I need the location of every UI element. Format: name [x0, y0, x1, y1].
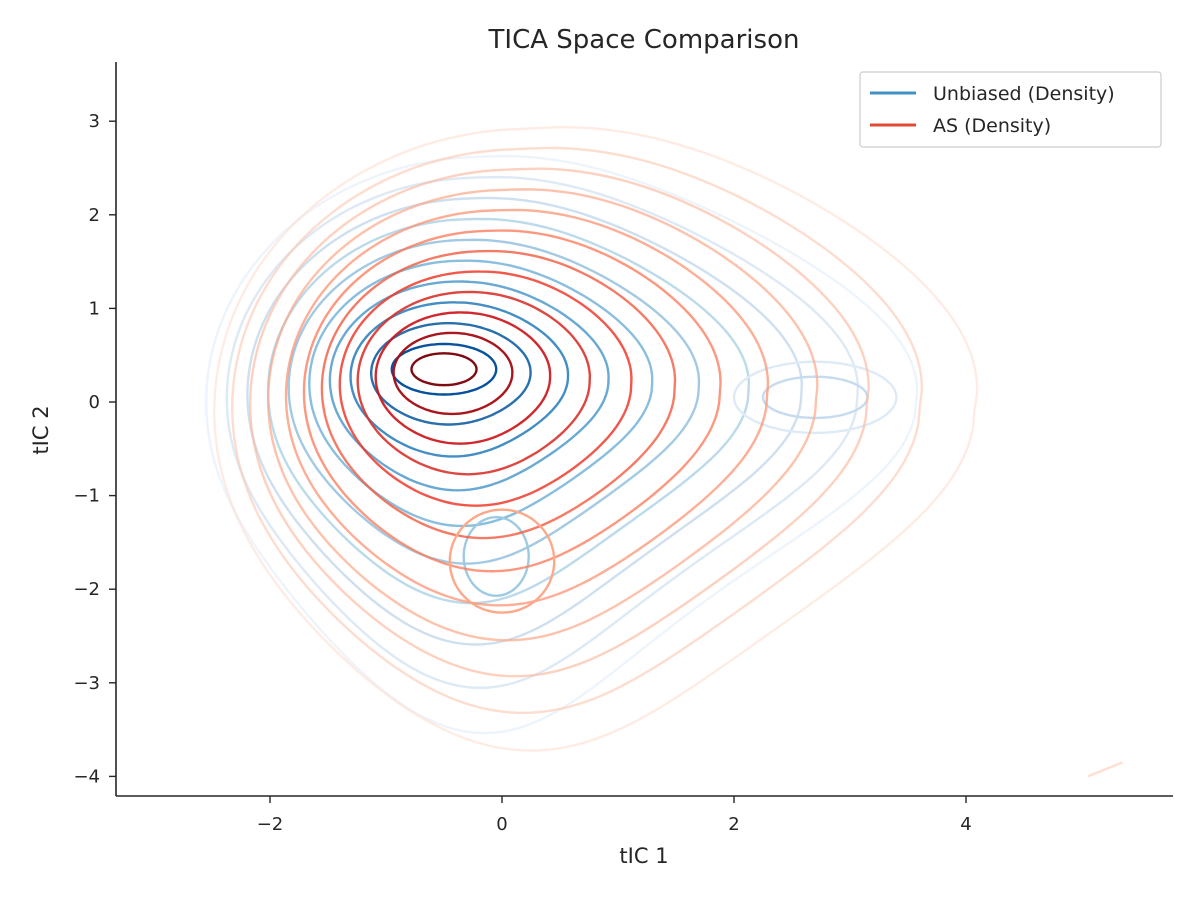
unbiased-density-contour [462, 515, 530, 597]
unbiased-density-contour [308, 259, 654, 528]
x-axis-label: tIC 1 [619, 844, 668, 868]
x-tick-label: 2 [728, 814, 739, 835]
contour-layer [204, 125, 1124, 778]
unbiased-density-contour [266, 217, 751, 605]
unbiased-density-contour [328, 280, 610, 492]
y-tick-label: 1 [89, 298, 100, 319]
legend: Unbiased (Density) AS (Density) [859, 71, 1162, 148]
y-tick-label: 0 [89, 392, 100, 413]
x-tick-label: −2 [257, 814, 284, 835]
legend-box [859, 71, 1162, 148]
as-density-contour [213, 125, 979, 752]
y-tick-label: −2 [73, 579, 100, 600]
unbiased-density-contour [204, 154, 919, 735]
as-density-contour [410, 352, 478, 387]
chart-title: TICA Space Comparison [488, 25, 800, 55]
as-density-contour [338, 270, 633, 507]
as-density-contour [392, 331, 514, 416]
x-tick-label: 4 [960, 814, 971, 835]
as-density-contour [448, 508, 556, 614]
x-axis-ticks: −2 0 2 4 [257, 796, 972, 835]
unbiased-density-contour [287, 238, 701, 565]
x-tick-label: 0 [496, 814, 507, 835]
y-axis-label: tIC 2 [29, 405, 53, 454]
as-density-contour [266, 188, 819, 642]
unbiased-density-contour [225, 175, 860, 690]
unbiased-density-contour [761, 375, 869, 420]
unbiased-density-contour [370, 321, 532, 426]
y-axis-ticks: 3 2 1 0 −1 −2 −3 −4 [73, 111, 116, 787]
as-density-contour [284, 208, 770, 607]
unbiased-density-contour [732, 360, 898, 435]
as-density-contour [1087, 761, 1124, 778]
unbiased-density-contour [390, 342, 498, 396]
as-density-contour [248, 167, 870, 678]
as-density-contour [374, 311, 552, 445]
unbiased-density-contour [246, 196, 803, 646]
as-density-contour [302, 229, 722, 573]
as-density-contour [230, 146, 924, 715]
y-tick-label: −4 [73, 766, 100, 787]
legend-label-unbiased: Unbiased (Density) [933, 83, 1115, 105]
legend-label-as: AS (Density) [933, 115, 1051, 137]
unbiased-density-contour [349, 301, 570, 458]
as-density-contour [356, 290, 592, 476]
y-tick-label: −1 [73, 486, 100, 507]
y-tick-label: −3 [73, 673, 100, 694]
y-tick-label: 2 [89, 205, 100, 226]
as-density-contour [320, 249, 677, 540]
y-tick-label: 3 [89, 111, 100, 132]
